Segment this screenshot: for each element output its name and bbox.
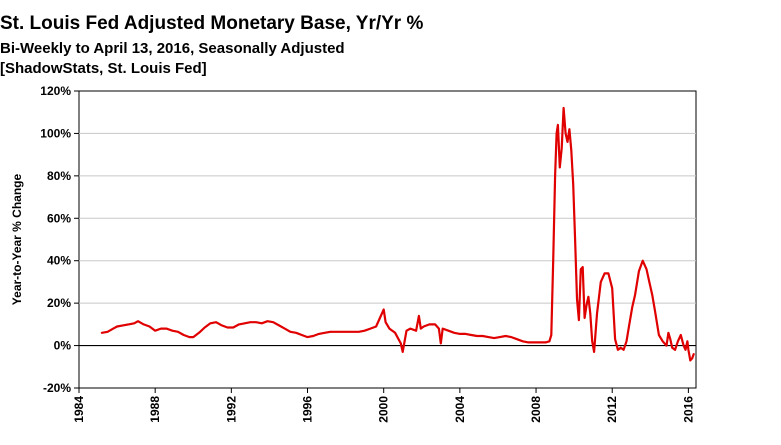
y-tick-label: 100% bbox=[40, 126, 71, 140]
chart-source: [ShadowStats, St. Louis Fed] bbox=[0, 60, 207, 77]
plot-frame bbox=[78, 90, 697, 389]
x-tick-label: 1988 bbox=[148, 396, 162, 423]
x-tick-label: 1984 bbox=[72, 396, 86, 423]
x-tick-label: 2000 bbox=[377, 396, 391, 423]
x-tick-label: 2016 bbox=[681, 396, 695, 423]
y-tick-label: -20% bbox=[43, 381, 71, 395]
x-tick-label: 2008 bbox=[529, 396, 543, 423]
x-tick-label: 2012 bbox=[605, 396, 619, 423]
chart-subtitle: Bi-Weekly to April 13, 2016, Seasonally … bbox=[0, 40, 345, 57]
series-line bbox=[100, 106, 695, 362]
x-tick-label: 1992 bbox=[224, 396, 238, 423]
y-tick-label: 80% bbox=[47, 169, 71, 183]
y-tick-label: 120% bbox=[40, 84, 71, 98]
y-tick-label: 40% bbox=[47, 254, 71, 268]
x-tick-label: 2004 bbox=[453, 396, 467, 423]
y-axis-label: Year-to-Year % Change bbox=[10, 173, 24, 305]
chart-title: St. Louis Fed Adjusted Monetary Base, Yr… bbox=[0, 13, 424, 34]
y-tick-label: 0% bbox=[54, 339, 72, 353]
y-tick-label: 20% bbox=[47, 296, 71, 310]
y-tick-label: 60% bbox=[47, 211, 71, 225]
x-tick-label: 1996 bbox=[301, 396, 315, 423]
